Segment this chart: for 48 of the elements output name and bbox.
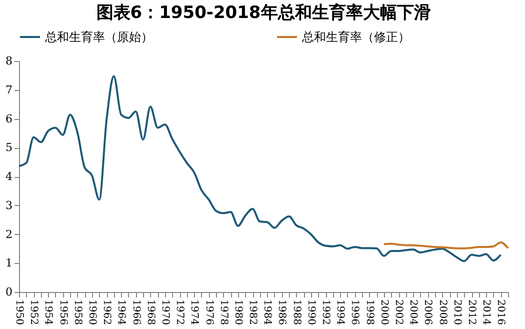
legend-label: 总和生育率（修正）: [301, 30, 410, 44]
x-tick-label: 1996: [349, 300, 360, 325]
x-tick-label: 2010: [451, 300, 462, 325]
y-tick-label: 0: [6, 286, 12, 298]
chart-title: 图表6：1950-2018年总和生育率大幅下滑: [96, 2, 431, 23]
x-tick-label: 1982: [247, 300, 258, 325]
y-tick-label: 8: [6, 54, 12, 68]
x-tick-label: 1980: [232, 300, 244, 325]
x-tick-label: 1968: [144, 300, 156, 325]
x-tick-label: 1966: [130, 300, 142, 325]
x-tick-label: 1976: [203, 300, 214, 325]
x-tick-label: 1988: [290, 300, 302, 325]
x-tick-label: 2016: [495, 300, 506, 325]
x-tick-label: 1974: [188, 300, 200, 325]
x-tick-label: 1972: [174, 300, 186, 325]
x-tick-label: 1986: [276, 300, 288, 325]
y-tick-label: 6: [6, 112, 12, 126]
y-tick-label: 1: [6, 256, 12, 270]
x-tick-label: 1950: [14, 300, 24, 325]
x-tick-label: 2006: [422, 300, 434, 325]
x-tick-label: 1998: [364, 300, 375, 325]
x-tick-label: 2012: [466, 300, 478, 325]
x-tick-label: 1990: [305, 300, 316, 325]
x-tick-label: 2014: [480, 300, 492, 325]
y-tick-label: 3: [6, 198, 12, 212]
x-tick-label: 1978: [218, 300, 229, 325]
x-tick-label: 1962: [101, 300, 112, 325]
y-tick-label: 4: [6, 170, 12, 183]
x-tick-label: 2008: [436, 300, 448, 325]
y-tick-label: 5: [6, 141, 12, 154]
legend-label: 总和生育率（原始）: [44, 30, 153, 44]
x-tick-label: 2000: [378, 300, 390, 325]
x-tick-label: 1964: [116, 300, 127, 325]
x-tick-label: 1994: [334, 300, 346, 325]
x-tick-label: 2004: [408, 300, 419, 325]
x-tick-label: 1952: [28, 300, 40, 325]
x-tick-label: 1954: [42, 300, 54, 325]
x-tick-label: 1984: [262, 300, 273, 325]
y-tick-label: 2: [6, 228, 12, 241]
x-tick-label: 1960: [86, 300, 98, 325]
y-tick-label: 7: [6, 83, 12, 96]
line-series: [18, 75, 502, 262]
x-tick-label: 1956: [57, 300, 68, 325]
x-tick-label: 2002: [393, 300, 404, 325]
line-series: [382, 241, 509, 250]
x-tick-label: 1970: [159, 300, 170, 325]
x-tick-label: 1992: [320, 300, 332, 325]
x-tick-label: 1958: [72, 300, 83, 325]
